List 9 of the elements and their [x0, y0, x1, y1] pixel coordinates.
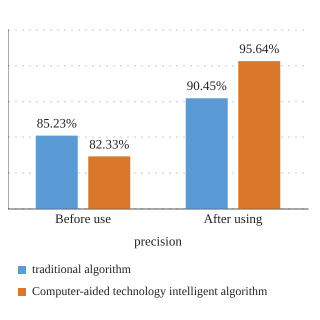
- data-label: 85.23%: [36, 116, 77, 131]
- legend-label: Computer-aided technology intelligent algorithm: [32, 284, 268, 298]
- legend-label: traditional algorithm: [32, 262, 132, 276]
- x-tick-label: Before use: [55, 211, 112, 226]
- data-label: 82.33%: [89, 136, 130, 152]
- x-axis-title: precision: [134, 234, 182, 249]
- x-tick-label: After using: [204, 211, 263, 226]
- data-label: 90.45%: [186, 78, 227, 94]
- data-label: 95.64%: [239, 41, 280, 56]
